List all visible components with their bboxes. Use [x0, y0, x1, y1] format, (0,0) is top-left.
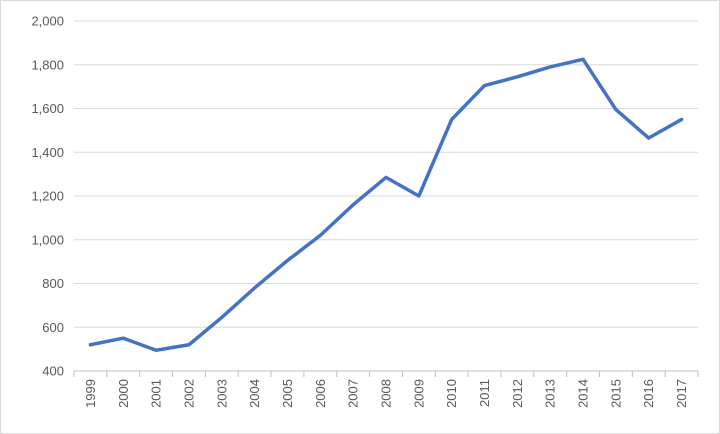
x-tick-label: 2009	[411, 379, 426, 408]
x-tick-label: 2000	[116, 379, 131, 408]
y-tick-label: 1,600	[31, 101, 64, 116]
y-tick-label: 600	[42, 320, 64, 335]
y-tick-label: 1,400	[31, 145, 64, 160]
y-tick-label: 1,800	[31, 57, 64, 72]
x-tick-label: 2001	[149, 379, 164, 408]
x-tick-label: 2017	[674, 379, 689, 408]
x-tick-label: 2016	[641, 379, 656, 408]
x-tick-label: 1999	[83, 379, 98, 408]
x-tick-label: 2011	[477, 379, 492, 407]
x-tick-label: 2007	[346, 379, 361, 408]
x-tick-label: 2002	[181, 379, 196, 408]
y-tick-label: 800	[42, 276, 64, 291]
x-axis: 1999 2000 2001 2002 2003 2004 2005 2006 2007 2008…	[73, 370, 699, 408]
x-tick-label: 2008	[379, 379, 394, 408]
x-tick-label: 2012	[510, 379, 525, 408]
series-line	[88, 57, 684, 352]
x-tick-label: 2010	[444, 379, 459, 408]
grid-lines	[74, 20, 698, 328]
y-tick-label: 1,200	[31, 189, 64, 204]
y-tick-label: 400	[42, 364, 64, 379]
x-tick-label: 2015	[608, 379, 623, 408]
series-layer	[88, 57, 684, 352]
x-tick-label: 2004	[247, 379, 262, 408]
y-axis: 400 600 800 1,000 1,200 1,400 1,600 1,800 2,000	[31, 14, 64, 379]
x-tick-label: 2005	[280, 379, 295, 408]
x-tick-label: 2003	[214, 379, 229, 408]
x-tick-label: 2006	[313, 379, 328, 408]
x-tick-label: 2014	[576, 379, 591, 408]
x-tick-label: 2013	[543, 379, 558, 408]
y-tick-label: 2,000	[31, 14, 64, 29]
y-tick-label: 1,000	[31, 232, 64, 247]
